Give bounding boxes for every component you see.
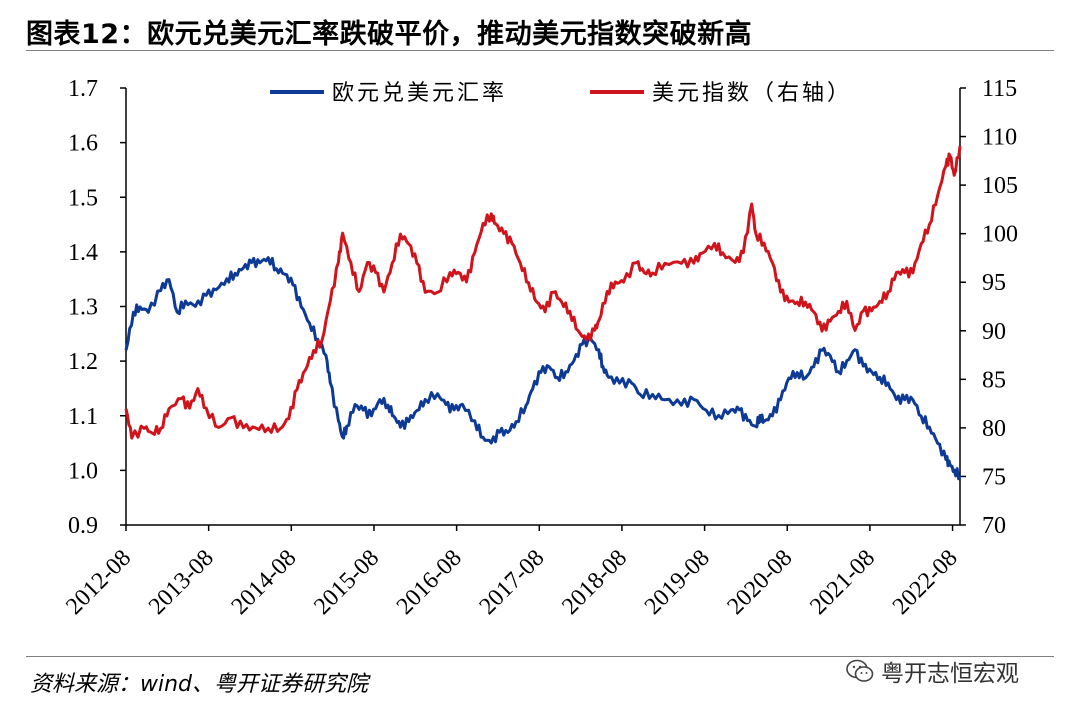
line-chart: 0.9 1.0 1.1 1.2 1.3 1.4 1.5 1.6 1.7 70 75 80 85 90 95… [61,76,1018,620]
x-tick-label: 2018-08 [557,545,632,620]
right-tick-label: 105 [982,173,1018,199]
left-tick-label: 0.9 [68,513,98,539]
series-line-dxy [124,145,962,440]
x-tick-label: 2021-08 [805,545,880,620]
left-tick-label: 1.6 [68,131,98,157]
series-lines [124,145,962,481]
left-tick-label: 1.1 [68,404,98,430]
left-tick-label: 1.3 [68,295,98,321]
x-tick-label: 2022-08 [888,545,963,620]
x-tick-label: 2012-08 [61,545,136,620]
right-tick-label: 80 [982,416,1006,442]
left-tick-label: 1.7 [68,76,98,102]
right-tick-label: 95 [982,270,1006,296]
right-tick-label: 70 [982,513,1006,539]
right-tick-label: 115 [982,76,1017,102]
right-tick-label: 75 [982,464,1006,490]
source-note: 资料来源：wind、粤开证券研究院 [30,672,369,697]
watermark-text: 粤开志恒宏观 [881,661,1019,687]
x-tick-label: 2017-08 [475,545,550,620]
left-tick-label: 1.2 [68,349,98,375]
right-tick-label: 100 [982,222,1018,248]
legend-label-eurusd: 欧元兑美元汇率 [332,80,507,105]
watermark: 粤开志恒宏观 [845,654,1019,688]
chart-legend: 欧元兑美元汇率 美元指数（右轴） [270,80,852,105]
x-tick-label: 2015-08 [309,545,384,620]
right-axis-ticks: 70 75 80 85 90 95 100 105 110 115 [960,76,1018,539]
footer-rule [26,656,1054,657]
series-line-eurusd [124,256,962,481]
right-tick-label: 85 [982,367,1006,393]
legend-label-dxy: 美元指数（右轴） [652,80,852,105]
x-tick-label: 2020-08 [723,545,798,620]
figure-title: 图表12：欧元兑美元汇率跌破平价，推动美元指数突破新高 [26,19,753,50]
left-tick-label: 1.4 [68,240,98,266]
left-tick-label: 1.5 [68,185,98,211]
x-axis-ticks: 2012-08 2013-08 2014-08 2015-08 2016-08 2017-… [61,525,963,620]
right-tick-label: 90 [982,319,1006,345]
right-tick-label: 110 [982,125,1017,151]
x-tick-label: 2019-08 [640,545,715,620]
x-tick-label: 2016-08 [392,545,467,620]
wechat-icon [846,659,874,682]
left-tick-label: 1.0 [68,458,98,484]
x-tick-label: 2013-08 [144,545,219,620]
title-rule [26,50,1054,51]
left-axis-ticks: 0.9 1.0 1.1 1.2 1.3 1.4 1.5 1.6 1.7 [68,76,126,539]
x-tick-label: 2014-08 [227,545,302,620]
